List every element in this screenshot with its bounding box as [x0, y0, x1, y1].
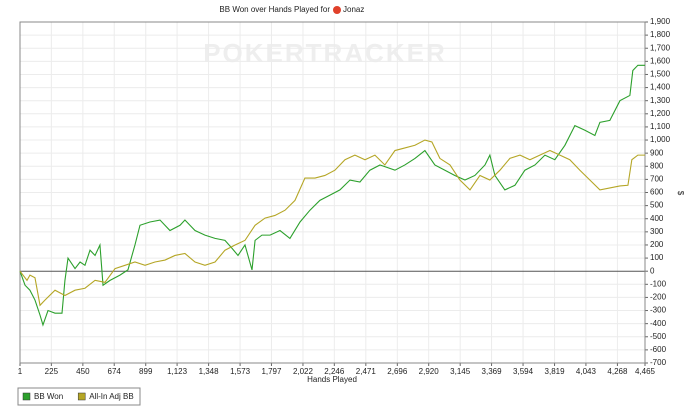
x-tick-label: 1 — [18, 367, 23, 376]
legend-swatch — [77, 392, 86, 401]
y-tick-label: 500 — [650, 201, 664, 210]
y-tick-label: -700 — [650, 358, 667, 367]
player-name: Jonaz — [343, 5, 364, 14]
y-tick-label: 1,300 — [650, 96, 671, 105]
y-tick-label: 200 — [650, 240, 664, 249]
x-tick-label: 4,465 — [635, 367, 656, 376]
x-tick-label: 2,920 — [419, 367, 440, 376]
x-tick-label: 2,696 — [387, 367, 408, 376]
x-tick-label: 1,123 — [167, 367, 188, 376]
x-tick-label: 4,043 — [576, 367, 597, 376]
x-axis-label: Hands Played — [307, 375, 357, 384]
x-tick-label: 225 — [45, 367, 59, 376]
y-tick-label: -100 — [650, 279, 667, 288]
chart-title: BB Won over Hands Played for — [219, 5, 330, 14]
y-tick-label: 700 — [650, 174, 664, 183]
y-tick-label: 300 — [650, 227, 664, 236]
legend-swatch — [22, 392, 31, 401]
y-tick-label: 0 — [650, 266, 655, 275]
x-tick-label: 2,246 — [324, 367, 345, 376]
series-line — [19, 64, 645, 327]
y-tick-label: 1,900 — [650, 17, 671, 26]
y-tick-label: 1,200 — [650, 109, 671, 118]
series-line — [19, 139, 645, 307]
y-tick-label: 1,100 — [650, 122, 671, 131]
x-tick-label: 2,471 — [356, 367, 377, 376]
y-tick-label: 1,700 — [650, 43, 671, 52]
y-tick-label: -200 — [650, 293, 667, 302]
x-tick-label: 1,573 — [230, 367, 251, 376]
x-tick-label: 3,145 — [450, 367, 471, 376]
x-tick-label: 674 — [108, 367, 122, 376]
legend-label: BB Won — [34, 392, 63, 401]
x-tick-label: 450 — [76, 367, 90, 376]
y-tick-label: -400 — [650, 319, 667, 328]
x-tick-label: 1,348 — [199, 367, 220, 376]
x-tick-label: 1,797 — [261, 367, 282, 376]
plot-border — [19, 21, 646, 364]
x-tick-label: 4,268 — [607, 367, 628, 376]
x-tick-label: 3,594 — [513, 367, 534, 376]
x-tick-label: 2,022 — [293, 367, 314, 376]
y-tick-label: 1,600 — [650, 56, 671, 65]
y-tick-label: 400 — [650, 214, 664, 223]
y-tick-label: -300 — [650, 306, 667, 315]
watermark: POKERTRACKER — [203, 38, 447, 68]
y-tick-label: 1,400 — [650, 83, 671, 92]
y-tick-label: -600 — [650, 345, 667, 354]
y-tick-label: 100 — [650, 253, 664, 262]
x-tick-label: 899 — [139, 367, 153, 376]
y-tick-label: 600 — [650, 188, 664, 197]
x-tick-label: 3,819 — [545, 367, 566, 376]
legend: BB Won All-In Adj BB — [17, 387, 141, 406]
y-tick-label: 1,800 — [650, 30, 671, 39]
y-tick-label: 800 — [650, 161, 664, 170]
y-tick-label: 900 — [650, 148, 664, 157]
y-tick-label: -500 — [650, 332, 667, 341]
player-icon — [333, 6, 341, 14]
y-axis-label: $ — [676, 191, 685, 196]
y-tick-label: 1,500 — [650, 70, 671, 79]
x-tick-label: 3,369 — [482, 367, 503, 376]
y-tick-label: 1,000 — [650, 135, 671, 144]
legend-label: All-In Adj BB — [89, 392, 133, 401]
